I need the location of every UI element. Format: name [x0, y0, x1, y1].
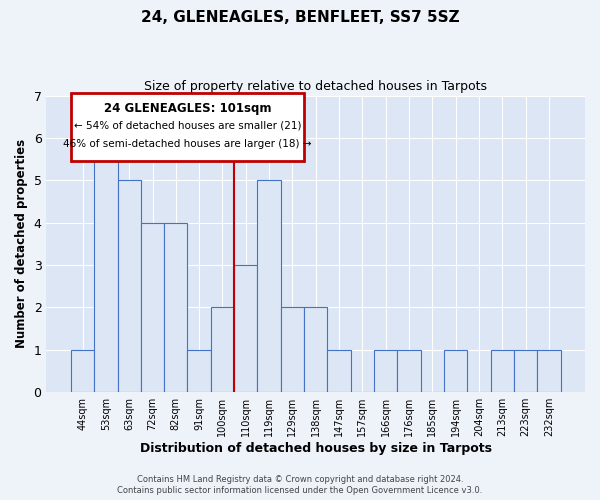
Bar	[234, 265, 257, 392]
Text: 24 GLENEAGLES: 101sqm: 24 GLENEAGLES: 101sqm	[104, 102, 271, 115]
Bar	[304, 308, 328, 392]
Bar	[211, 308, 234, 392]
Bar	[141, 222, 164, 392]
Bar	[514, 350, 537, 392]
Bar	[374, 350, 397, 392]
Bar	[328, 350, 350, 392]
Bar	[397, 350, 421, 392]
Bar	[187, 350, 211, 392]
Bar	[164, 222, 187, 392]
Text: 24, GLENEAGLES, BENFLEET, SS7 5SZ: 24, GLENEAGLES, BENFLEET, SS7 5SZ	[140, 10, 460, 25]
Bar	[444, 350, 467, 392]
Bar	[281, 308, 304, 392]
Bar	[118, 180, 141, 392]
Bar	[257, 180, 281, 392]
Y-axis label: Number of detached properties: Number of detached properties	[15, 140, 28, 348]
Bar	[94, 138, 118, 392]
Bar	[71, 350, 94, 392]
X-axis label: Distribution of detached houses by size in Tarpots: Distribution of detached houses by size …	[140, 442, 492, 455]
Text: Contains HM Land Registry data © Crown copyright and database right 2024.: Contains HM Land Registry data © Crown c…	[137, 475, 463, 484]
Text: Contains public sector information licensed under the Open Government Licence v3: Contains public sector information licen…	[118, 486, 482, 495]
Bar	[537, 350, 560, 392]
Bar	[491, 350, 514, 392]
Bar	[71, 94, 304, 161]
Text: ← 54% of detached houses are smaller (21): ← 54% of detached houses are smaller (21…	[74, 121, 301, 131]
Title: Size of property relative to detached houses in Tarpots: Size of property relative to detached ho…	[144, 80, 487, 93]
Text: 46% of semi-detached houses are larger (18) →: 46% of semi-detached houses are larger (…	[63, 140, 312, 149]
